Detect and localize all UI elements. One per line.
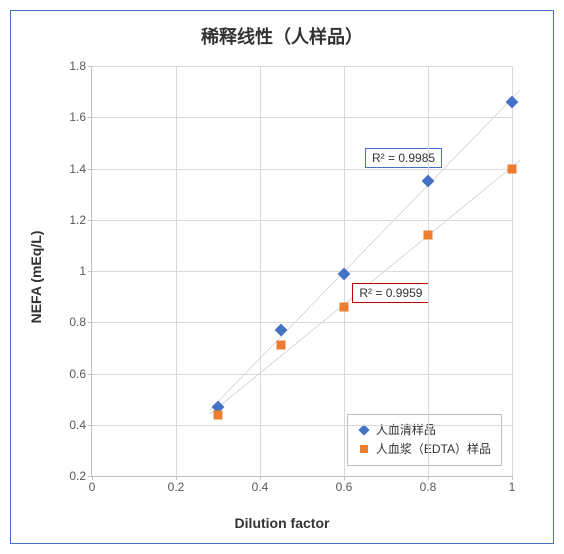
- gridline-v: [176, 66, 177, 476]
- x-tick-label: 0.2: [168, 476, 185, 494]
- gridline-h: [92, 169, 512, 170]
- x-tick-label: 0.8: [420, 476, 437, 494]
- x-axis-label: Dilution factor: [235, 515, 330, 531]
- chart-title: 稀释线性（人样品）: [11, 23, 553, 49]
- legend-label-serum: 人血清样品: [376, 421, 436, 440]
- y-tick-label: 0.4: [69, 418, 92, 432]
- square-marker: [508, 164, 517, 173]
- x-tick-label: 0.6: [336, 476, 353, 494]
- square-marker: [340, 302, 349, 311]
- gridline-h: [92, 322, 512, 323]
- legend-item-serum: 人血清样品: [358, 421, 491, 440]
- y-tick-label: 1.6: [69, 110, 92, 124]
- legend-item-plasma: 人血浆（EDTA）样品: [358, 440, 491, 459]
- trendline: [210, 90, 521, 410]
- y-axis-label: NEFA (mEq/L): [28, 231, 44, 324]
- legend-label-plasma: 人血浆（EDTA）样品: [376, 440, 491, 459]
- y-tick-label: 0.8: [69, 315, 92, 329]
- y-tick-label: 1.2: [69, 213, 92, 227]
- y-tick-label: 1.8: [69, 59, 92, 73]
- gridline-h: [92, 66, 512, 67]
- gridline-h: [92, 271, 512, 272]
- legend: 人血清样品 人血浆（EDTA）样品: [347, 414, 502, 466]
- r2-box-serum: R² = 0.9985: [365, 148, 442, 168]
- square-marker: [277, 341, 286, 350]
- gridline-h: [92, 117, 512, 118]
- x-tick-label: 0: [89, 476, 96, 494]
- x-tick-label: 0.4: [252, 476, 269, 494]
- diamond-icon: [358, 425, 369, 436]
- plot-area: 人血清样品 人血浆（EDTA）样品 R² = 0.9985 R² = 0.995…: [91, 66, 512, 477]
- gridline-v: [428, 66, 429, 476]
- gridline-h: [92, 425, 512, 426]
- gridline-v: [512, 66, 513, 476]
- y-tick-label: 1: [79, 264, 92, 278]
- square-icon: [360, 445, 368, 453]
- chart-container: 稀释线性（人样品） NEFA (mEq/L) 人血清样品 人血浆（EDTA）样品…: [10, 10, 554, 544]
- square-marker: [214, 410, 223, 419]
- y-tick-label: 1.4: [69, 162, 92, 176]
- gridline-v: [260, 66, 261, 476]
- square-marker: [424, 231, 433, 240]
- gridline-h: [92, 374, 512, 375]
- r2-box-plasma: R² = 0.9959: [352, 283, 429, 303]
- y-tick-label: 0.6: [69, 367, 92, 381]
- x-tick-label: 1: [509, 476, 516, 494]
- gridline-h: [92, 220, 512, 221]
